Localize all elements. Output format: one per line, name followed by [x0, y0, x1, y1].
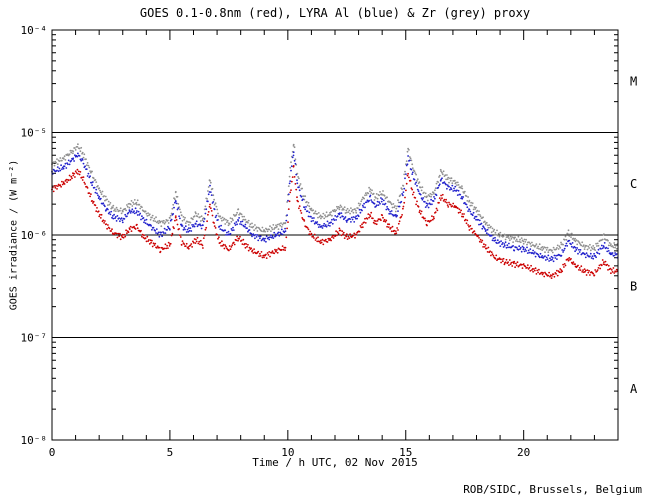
series-lyra-zr-proxy	[51, 143, 619, 254]
svg-text:0: 0	[49, 446, 56, 459]
svg-text:M: M	[630, 74, 637, 88]
svg-text:10⁻⁵: 10⁻⁵	[21, 127, 48, 140]
svg-text:5: 5	[167, 446, 174, 459]
svg-text:10⁻⁷: 10⁻⁷	[21, 332, 48, 345]
svg-text:15: 15	[399, 446, 412, 459]
x-tick-labels: 0 5 10 15 20	[49, 446, 531, 459]
svg-text:10⁻⁸: 10⁻⁸	[21, 434, 48, 447]
y-tick-labels: 10⁻⁴ 10⁻⁵ 10⁻⁶ 10⁻⁷ 10⁻⁸	[21, 24, 48, 447]
svg-text:20: 20	[517, 446, 530, 459]
svg-text:A: A	[630, 382, 638, 396]
series-lyra-al-proxy	[51, 151, 619, 263]
flare-class-labels: M C B A	[630, 74, 638, 396]
svg-text:B: B	[630, 279, 637, 293]
svg-text:10⁻⁶: 10⁻⁶	[21, 229, 48, 242]
threshold-lines	[52, 132, 618, 338]
svg-text:C: C	[630, 177, 637, 191]
plot-frame	[51, 29, 619, 441]
credit-text: ROB/SIDC, Brussels, Belgium	[463, 483, 642, 496]
svg-text:10⁻⁴: 10⁻⁴	[21, 24, 48, 37]
x-axis-label: Time / h UTC, 02 Nov 2015	[252, 456, 418, 469]
series-goes-0-1-0-8nm	[51, 165, 619, 279]
chart-title: GOES 0.1-0.8nm (red), LYRA Al (blue) & Z…	[139, 6, 531, 20]
svg-text:10: 10	[281, 446, 294, 459]
